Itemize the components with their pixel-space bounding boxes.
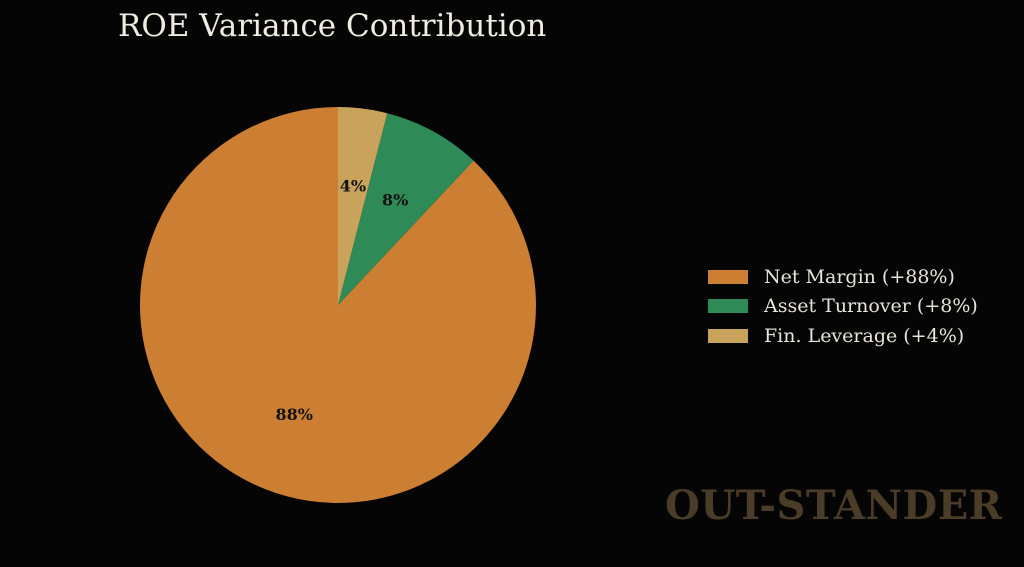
slice-label-2: 4% [340, 177, 366, 196]
legend-label: Fin. Leverage (+4%) [764, 324, 965, 347]
chart-title: ROE Variance Contribution [118, 8, 547, 44]
slice-label-1: 8% [382, 190, 408, 209]
legend-swatch [708, 328, 748, 343]
legend-item-0: Net Margin (+88%) [708, 262, 978, 292]
pie-slice-1 [338, 113, 474, 305]
legend-swatch [708, 299, 748, 314]
pie-slice-2 [338, 107, 388, 305]
legend-label: Asset Turnover (+8%) [764, 295, 978, 318]
legend-item-2: Fin. Leverage (+4%) [708, 321, 978, 351]
legend-label: Net Margin (+88%) [764, 265, 955, 288]
slice-label-0: 88% [276, 405, 313, 424]
legend: Net Margin (+88%) Asset Turnover (+8%) Fin… [708, 262, 978, 351]
legend-swatch [708, 269, 748, 284]
watermark: OUT-STANDER [665, 482, 1003, 529]
legend-item-1: Asset Turnover (+8%) [708, 292, 978, 322]
